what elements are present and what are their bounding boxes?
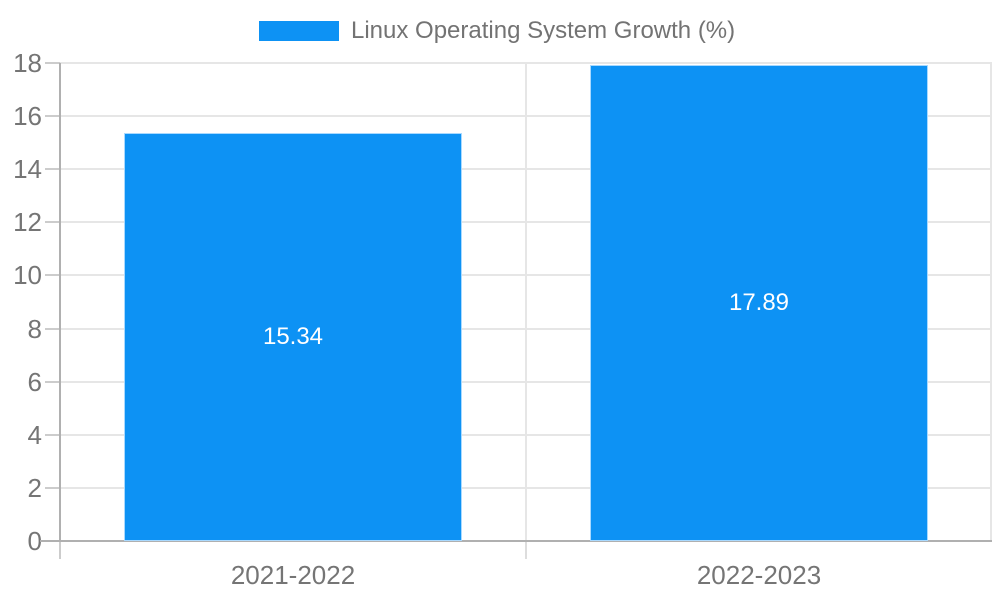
- y-axis-label: 16: [13, 101, 42, 132]
- y-axis-line: [59, 63, 61, 542]
- y-tick-mark: [45, 486, 60, 489]
- y-axis-label: 0: [27, 526, 42, 556]
- y-tick-mark: [45, 168, 60, 171]
- y-tick-mark: [45, 115, 60, 118]
- y-tick-mark: [45, 380, 60, 383]
- legend-swatch: [259, 21, 339, 41]
- y-tick-mark: [45, 221, 60, 224]
- category-divider-gridline: [525, 63, 527, 541]
- bar-2022-2023[interactable]: [591, 65, 927, 540]
- x-axis-label: 2021-2022: [230, 560, 356, 590]
- legend: Linux Operating System Growth (%): [259, 17, 735, 44]
- y-axis-label: 8: [27, 313, 42, 344]
- y-axis-label: 12: [13, 207, 42, 238]
- y-tick-mark: [45, 62, 60, 64]
- x-axis-origin-tick: [59, 542, 61, 559]
- legend-label: Linux Operating System Growth (%): [351, 17, 736, 44]
- y-tick-mark: [45, 327, 60, 330]
- x-axis-label: 2022-2023: [696, 560, 822, 590]
- y-axis-label: 10: [13, 260, 42, 291]
- y-axis-label: 6: [27, 366, 42, 397]
- plot-right-border: [990, 63, 992, 541]
- y-axis-label: 2: [27, 472, 42, 503]
- y-axis-label: 4: [27, 419, 42, 450]
- bar-2021-2022[interactable]: [125, 133, 461, 540]
- x-axis-mid-tick: [525, 542, 527, 559]
- x-axis-line: [40, 540, 992, 542]
- y-tick-mark: [45, 433, 60, 436]
- y-axis-label: 18: [13, 48, 42, 78]
- y-tick-mark: [45, 274, 60, 277]
- y-axis-label: 14: [13, 154, 42, 185]
